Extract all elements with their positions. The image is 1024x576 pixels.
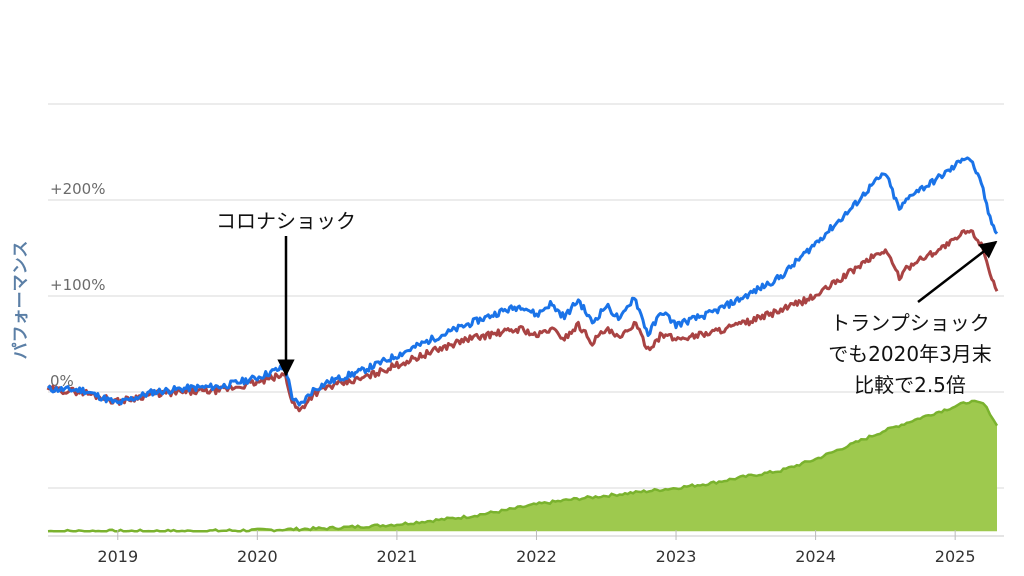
annotation-trump-line3: 比較で2.5倍 [854,373,966,397]
annotation-trump-line2: でも2020年3月末 [828,342,992,366]
y-tick-label: +200% [50,180,105,198]
series-green-line [47,399,999,533]
x-tick-label: 2023 [656,547,697,566]
y-axis-label: パフォーマンス [11,241,31,360]
annotation-trump-line1: トランプショック [830,311,989,335]
annotation-arrow-trump [917,240,998,303]
x-tick-labels: 2019 2020 2021 2022 2023 2024 2025 [97,530,976,566]
x-tick-label: 2020 [237,547,278,566]
series-red-line [46,229,999,413]
y-tick-labels: 0%+100%+200% [50,180,105,390]
x-tick-label: 2022 [516,547,557,566]
x-tick-label: 2025 [935,547,976,566]
y-tick-label: +100% [50,276,105,294]
series-blue-line [46,156,999,407]
grid-lines [48,103,1004,489]
annotation-corona-shock: コロナショック [216,209,356,233]
series-layer [46,156,999,533]
x-tick-label: 2021 [377,547,418,566]
x-tick-label: 2024 [795,547,836,566]
series-green-area [48,400,997,532]
x-tick-label: 2019 [97,547,138,566]
